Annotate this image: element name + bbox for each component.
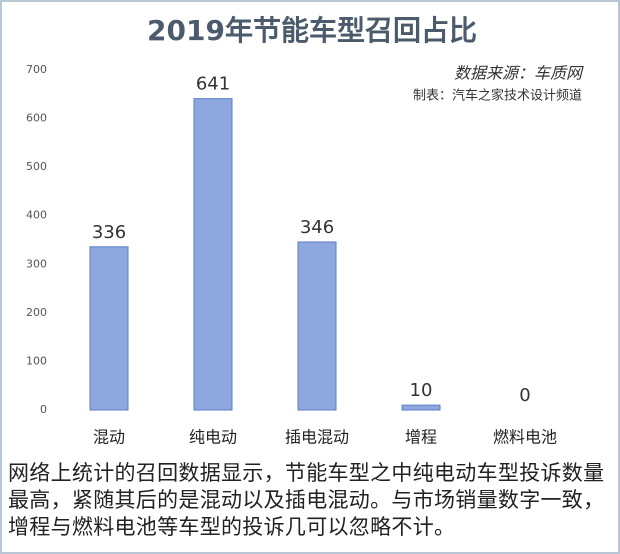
y-tick-label: 200 xyxy=(26,306,47,319)
bar xyxy=(297,241,337,411)
bar xyxy=(401,404,441,411)
value-label: 346 xyxy=(300,217,334,238)
x-tick-label: 增程 xyxy=(405,428,437,447)
value-label: 0 xyxy=(519,385,530,406)
y-tick-label: 400 xyxy=(26,209,47,222)
x-tick-label: 混动 xyxy=(93,428,125,447)
value-label: 10 xyxy=(410,380,433,401)
chart: 2019年节能车型召回占比 数据来源：车质网 制表：汽车之家技术设计频道 0 10… xyxy=(26,14,584,447)
y-tick-label: 700 xyxy=(26,63,47,76)
y-tick-label: 300 xyxy=(26,257,47,270)
chart-title: 2019年节能车型召回占比 xyxy=(147,14,477,47)
y-tick-label: 0 xyxy=(40,403,47,416)
source-note: 数据来源：车质网 xyxy=(454,64,584,83)
bar xyxy=(89,246,129,411)
credit-note: 制表：汽车之家技术设计频道 xyxy=(413,88,582,104)
x-tick-label: 纯电动 xyxy=(189,428,237,447)
value-label: 641 xyxy=(196,74,230,95)
y-tick-label: 600 xyxy=(26,112,47,125)
x-tick-label: 插电混动 xyxy=(285,428,349,447)
bar xyxy=(193,98,233,411)
y-tick-label: 500 xyxy=(26,160,47,173)
value-label: 336 xyxy=(92,222,126,243)
caption: 网络上统计的召回数据显示，节能车型之中纯电动车型投诉数量最高，紧随其后的是混动以… xyxy=(8,461,605,539)
y-tick-label: 100 xyxy=(26,354,47,367)
x-tick-label: 燃料电池 xyxy=(493,428,557,447)
